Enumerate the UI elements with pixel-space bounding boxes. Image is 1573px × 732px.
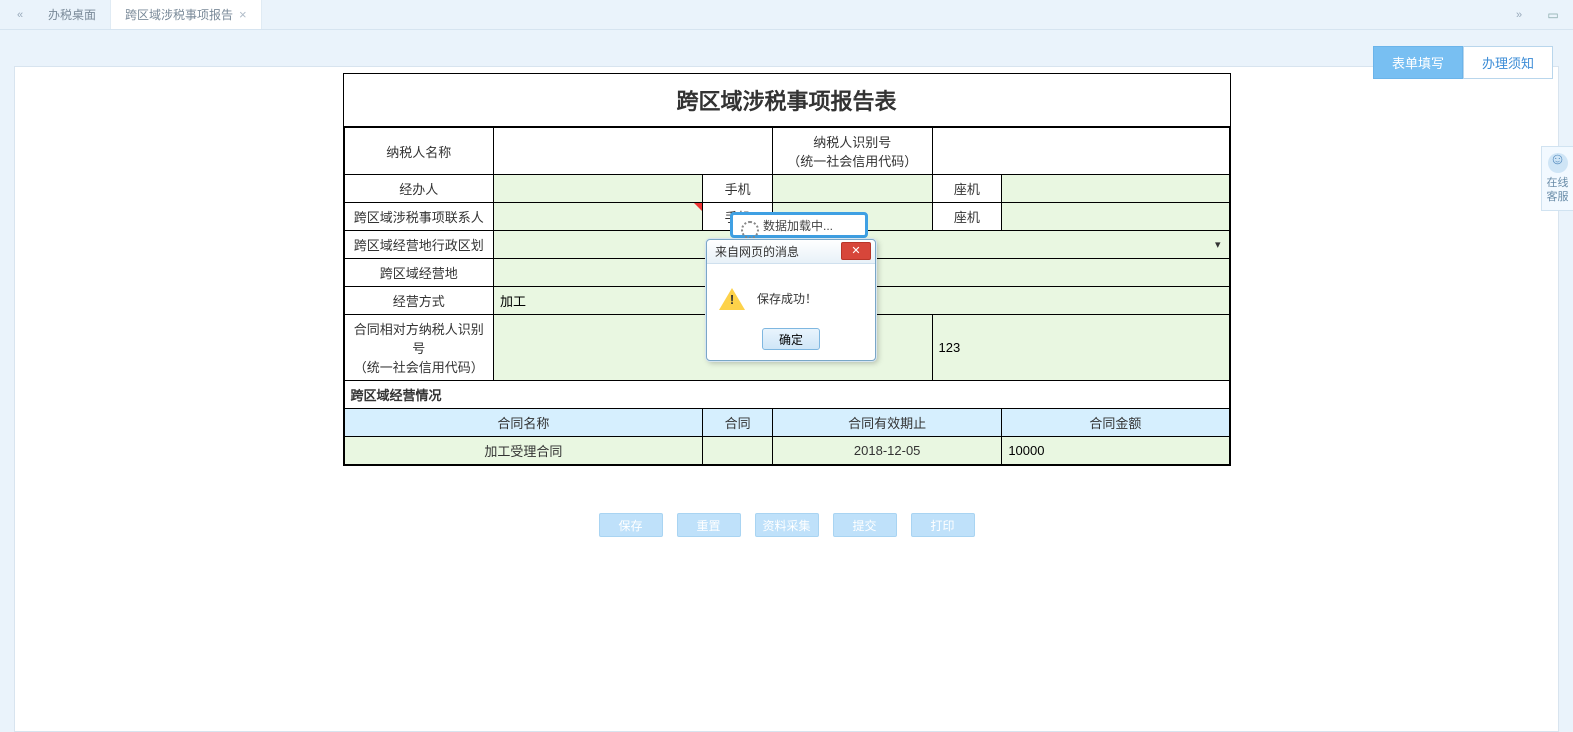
top-tab-report[interactable]: 跨区域涉税事项报告 × xyxy=(111,0,262,29)
lbl-biz-mode: 经营方式 xyxy=(344,287,494,315)
form-title: 跨区域涉税事项报告表 xyxy=(344,74,1230,127)
action-bar: 保存 重置 资料采集 提交 打印 xyxy=(15,513,1558,537)
val-valid-to[interactable]: 2018-12-05 xyxy=(773,437,1002,465)
inp-handler[interactable] xyxy=(494,175,703,203)
sub-tab-notice[interactable]: 办理须知 xyxy=(1463,46,1553,79)
top-tab-desktop[interactable]: 办税桌面 xyxy=(34,0,111,29)
lbl-taxpayer-id: 纳税人识别号 （统一社会信用代码） xyxy=(773,128,932,175)
close-icon[interactable]: × xyxy=(239,0,247,30)
top-tab-label: 办税桌面 xyxy=(48,0,96,30)
val-taxpayer-name xyxy=(494,128,773,175)
dialog-close-button[interactable]: ✕ xyxy=(841,242,871,260)
inp-handler-landline[interactable] xyxy=(1002,175,1229,203)
inp-counterpart-other[interactable] xyxy=(932,315,1229,381)
side-support-button[interactable]: 在线客服 xyxy=(1541,146,1573,211)
loading-toast: 数据加载中... xyxy=(730,212,868,238)
loading-text: 数据加载中... xyxy=(763,217,833,234)
dialog-ok-button[interactable]: 确定 xyxy=(762,328,820,350)
tabs-next-icon[interactable]: » xyxy=(1505,0,1533,30)
val-contract-mid[interactable] xyxy=(703,437,773,465)
save-success-dialog: 来自网页的消息 ✕ 保存成功！ 确定 xyxy=(706,239,876,361)
top-tab-label: 跨区域涉税事项报告 xyxy=(125,0,233,30)
lbl-handler-mobile: 手机 xyxy=(703,175,773,203)
minimize-icon[interactable]: ▭ xyxy=(1543,0,1563,30)
main-panel: 跨区域涉税事项报告表 纳税人名称 纳税人识别号 （统一社会信用代码） 经办人 xyxy=(14,66,1559,732)
sub-tab-fill[interactable]: 表单填写 xyxy=(1373,46,1463,79)
top-tab-bar: « 办税桌面 跨区域涉税事项报告 × » ▭ xyxy=(0,0,1573,30)
lbl-handler: 经办人 xyxy=(344,175,494,203)
lbl-admin-div: 跨区域经营地行政区划 xyxy=(344,231,494,259)
col-amount: 合同金额 xyxy=(1002,409,1229,437)
val-contract-name[interactable]: 加工受理合同 xyxy=(344,437,703,465)
reset-button[interactable]: 重置 xyxy=(677,513,741,537)
lbl-contact: 跨区域涉税事项联系人 xyxy=(344,203,494,231)
support-label: 在线客服 xyxy=(1544,176,1571,204)
sub-tab-bar: 表单填写 办理须知 xyxy=(1373,46,1553,79)
val-taxpayer-id xyxy=(932,128,1229,175)
dialog-header: 来自网页的消息 ✕ xyxy=(707,240,875,264)
col-contract-name: 合同名称 xyxy=(344,409,703,437)
support-icon xyxy=(1548,153,1568,173)
submit-button[interactable]: 提交 xyxy=(833,513,897,537)
lbl-biz-location: 跨区域经营地 xyxy=(344,259,494,287)
inp-handler-mobile[interactable] xyxy=(773,175,932,203)
lbl-handler-landline: 座机 xyxy=(932,175,1002,203)
val-amount[interactable] xyxy=(1002,437,1229,465)
section-cross-region: 跨区域经营情况 xyxy=(344,381,1229,409)
save-button[interactable]: 保存 xyxy=(599,513,663,537)
lbl-taxpayer-name: 纳税人名称 xyxy=(344,128,494,175)
dialog-message: 保存成功！ xyxy=(757,290,817,307)
dialog-title: 来自网页的消息 xyxy=(715,243,799,260)
warning-icon xyxy=(719,286,745,310)
dialog-footer: 确定 xyxy=(707,328,875,360)
inp-contact-landline[interactable] xyxy=(1002,203,1229,231)
col-valid-to: 合同有效期止 xyxy=(773,409,1002,437)
col-contract: 合同 xyxy=(703,409,773,437)
collect-button[interactable]: 资料采集 xyxy=(755,513,819,537)
lbl-contact-landline: 座机 xyxy=(932,203,1002,231)
dialog-body: 保存成功！ xyxy=(707,264,875,328)
inp-contact[interactable] xyxy=(494,203,703,231)
tabs-prev-icon[interactable]: « xyxy=(6,0,34,29)
print-button[interactable]: 打印 xyxy=(911,513,975,537)
lbl-counterpart-id: 合同相对方纳税人识别号 （统一社会信用代码） xyxy=(344,315,494,381)
